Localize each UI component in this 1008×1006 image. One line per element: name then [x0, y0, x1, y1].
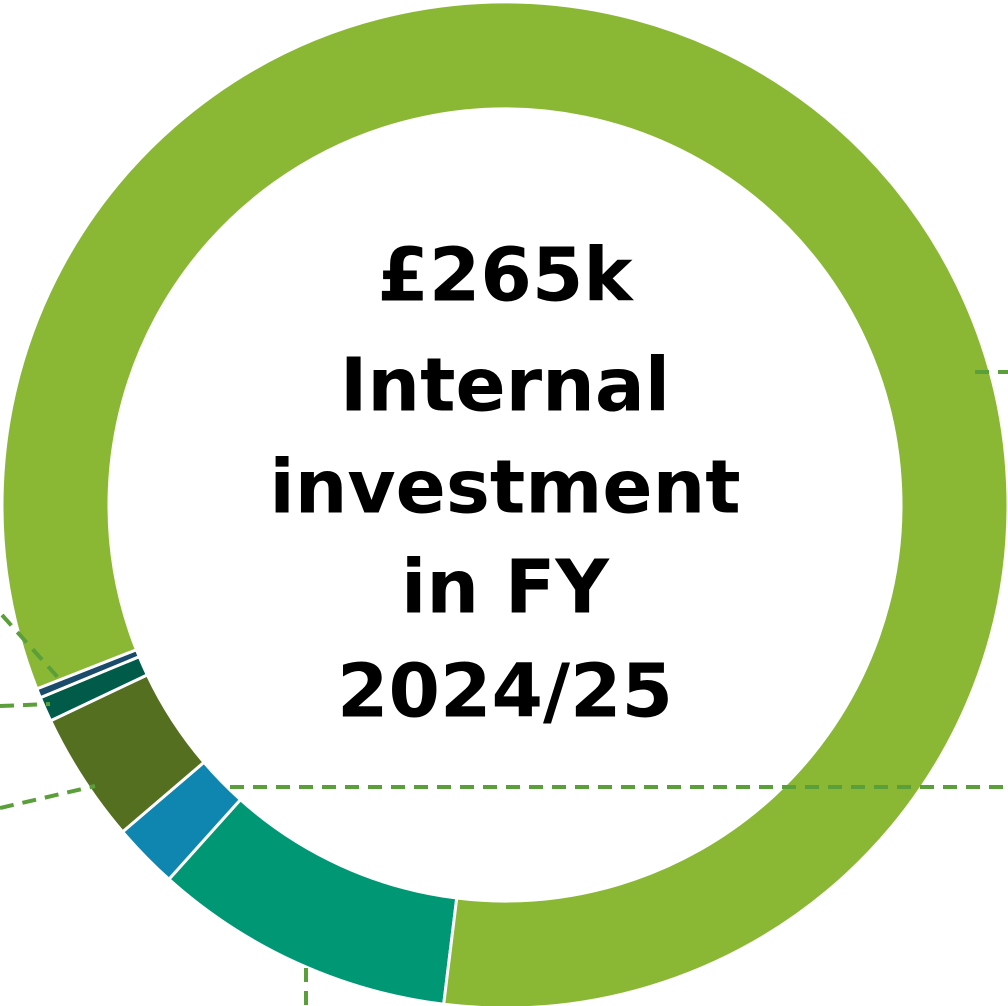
leader-line — [0, 784, 96, 810]
center-text-line: investment — [269, 445, 740, 531]
center-text-line: £265k — [377, 233, 634, 319]
leader-line — [0, 702, 51, 708]
center-text-line: 2024/25 — [337, 649, 673, 735]
center-text-line: Internal — [340, 343, 670, 429]
center-text-line: in FY — [401, 545, 610, 631]
center-text: £265k Internal investment in FY 2024/25 — [269, 233, 740, 735]
leader-line — [0, 613, 64, 684]
